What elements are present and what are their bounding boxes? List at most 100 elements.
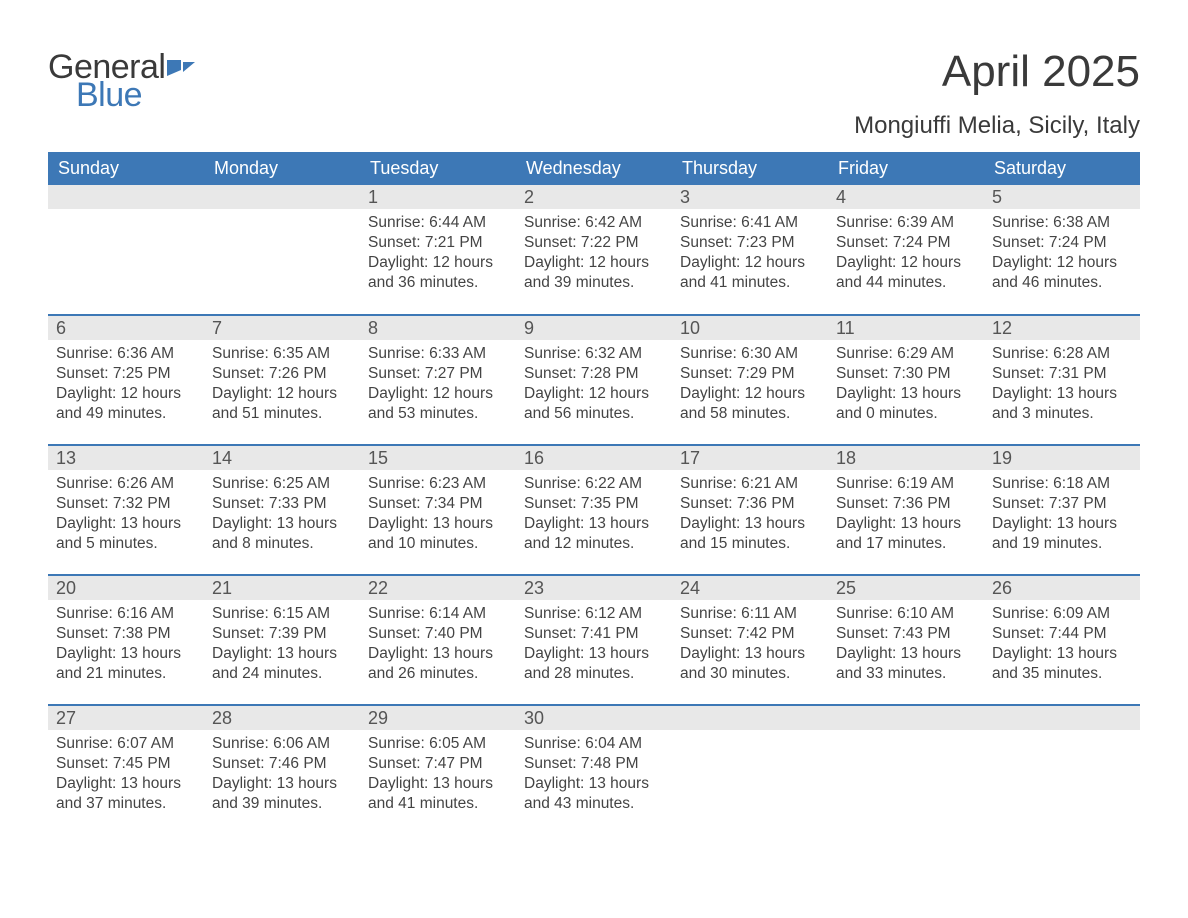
day-number-bar: 15 — [360, 446, 516, 470]
day-number-bar: 13 — [48, 446, 204, 470]
daylight-label: Daylight: — [836, 254, 901, 271]
sunrise-value: 6:39 AM — [897, 214, 954, 231]
calendar-day-cell: 4Sunrise: 6:39 AMSunset: 7:24 PMDaylight… — [828, 185, 984, 315]
sunrise-label: Sunrise: — [368, 345, 429, 362]
sunrise-value: 6:33 AM — [429, 345, 486, 362]
weekday-header: Saturday — [984, 152, 1140, 185]
sunrise-label: Sunrise: — [680, 345, 741, 362]
day-detail: Sunrise: 6:09 AMSunset: 7:44 PMDaylight:… — [984, 600, 1140, 685]
sunrise-line: Sunrise: 6:29 AM — [836, 344, 976, 364]
day-number-bar: 19 — [984, 446, 1140, 470]
sunset-line: Sunset: 7:41 PM — [524, 624, 664, 644]
day-number-bar: 7 — [204, 316, 360, 340]
sunset-label: Sunset: — [680, 234, 737, 251]
sunset-value: 7:25 PM — [113, 365, 171, 382]
sunrise-value: 6:16 AM — [117, 605, 174, 622]
calendar-day-cell: 14Sunrise: 6:25 AMSunset: 7:33 PMDayligh… — [204, 445, 360, 575]
daylight-label: Daylight: — [524, 645, 589, 662]
sunset-line: Sunset: 7:46 PM — [212, 754, 352, 774]
sunset-label: Sunset: — [524, 495, 581, 512]
sunset-value: 7:40 PM — [425, 625, 483, 642]
day-number-bar: 1 — [360, 185, 516, 209]
sunset-label: Sunset: — [836, 625, 893, 642]
daylight-line: Daylight: 13 hours and 30 minutes. — [680, 644, 820, 684]
weekday-header: Friday — [828, 152, 984, 185]
sunset-line: Sunset: 7:27 PM — [368, 364, 508, 384]
sunrise-value: 6:10 AM — [897, 605, 954, 622]
sunrise-value: 6:36 AM — [117, 345, 174, 362]
sunset-line: Sunset: 7:38 PM — [56, 624, 196, 644]
daylight-label: Daylight: — [524, 254, 589, 271]
calendar-day-cell: 20Sunrise: 6:16 AMSunset: 7:38 PMDayligh… — [48, 575, 204, 705]
calendar-day-cell: 7Sunrise: 6:35 AMSunset: 7:26 PMDaylight… — [204, 315, 360, 445]
day-number-bar — [48, 185, 204, 209]
day-number-bar: 10 — [672, 316, 828, 340]
sunset-label: Sunset: — [368, 755, 425, 772]
daylight-line: Daylight: 13 hours and 5 minutes. — [56, 514, 196, 554]
daylight-label: Daylight: — [368, 645, 433, 662]
sunset-value: 7:36 PM — [893, 495, 951, 512]
day-detail: Sunrise: 6:15 AMSunset: 7:39 PMDaylight:… — [204, 600, 360, 685]
page: General Blue April 2025 Mongiuffi Melia,… — [0, 0, 1188, 875]
sunrise-value: 6:23 AM — [429, 475, 486, 492]
sunset-label: Sunset: — [836, 495, 893, 512]
sunrise-line: Sunrise: 6:39 AM — [836, 213, 976, 233]
sunrise-label: Sunrise: — [524, 605, 585, 622]
calendar-week-row: 20Sunrise: 6:16 AMSunset: 7:38 PMDayligh… — [48, 575, 1140, 705]
day-number-bar: 21 — [204, 576, 360, 600]
sunrise-value: 6:35 AM — [273, 345, 330, 362]
sunrise-value: 6:06 AM — [273, 735, 330, 752]
sunrise-value: 6:38 AM — [1053, 214, 1110, 231]
sunrise-label: Sunrise: — [524, 475, 585, 492]
daylight-label: Daylight: — [680, 254, 745, 271]
daylight-label: Daylight: — [992, 385, 1057, 402]
daylight-label: Daylight: — [680, 645, 745, 662]
daylight-label: Daylight: — [212, 515, 277, 532]
sunset-line: Sunset: 7:24 PM — [992, 233, 1132, 253]
sunrise-value: 6:12 AM — [585, 605, 642, 622]
calendar-day-cell: 9Sunrise: 6:32 AMSunset: 7:28 PMDaylight… — [516, 315, 672, 445]
sunrise-line: Sunrise: 6:36 AM — [56, 344, 196, 364]
sunset-value: 7:42 PM — [737, 625, 795, 642]
sunrise-line: Sunrise: 6:44 AM — [368, 213, 508, 233]
sunset-value: 7:30 PM — [893, 365, 951, 382]
day-detail: Sunrise: 6:05 AMSunset: 7:47 PMDaylight:… — [360, 730, 516, 815]
sunset-label: Sunset: — [836, 234, 893, 251]
daylight-label: Daylight: — [680, 385, 745, 402]
sunrise-line: Sunrise: 6:35 AM — [212, 344, 352, 364]
sunrise-label: Sunrise: — [836, 605, 897, 622]
day-detail: Sunrise: 6:12 AMSunset: 7:41 PMDaylight:… — [516, 600, 672, 685]
sunset-value: 7:46 PM — [269, 755, 327, 772]
calendar-day-cell: 2Sunrise: 6:42 AMSunset: 7:22 PMDaylight… — [516, 185, 672, 315]
calendar-week-row: 13Sunrise: 6:26 AMSunset: 7:32 PMDayligh… — [48, 445, 1140, 575]
day-number-bar: 25 — [828, 576, 984, 600]
daylight-line: Daylight: 12 hours and 56 minutes. — [524, 384, 664, 424]
sunrise-line: Sunrise: 6:18 AM — [992, 474, 1132, 494]
day-number-bar: 16 — [516, 446, 672, 470]
daylight-label: Daylight: — [836, 515, 901, 532]
sunrise-line: Sunrise: 6:23 AM — [368, 474, 508, 494]
calendar-day-cell: 5Sunrise: 6:38 AMSunset: 7:24 PMDaylight… — [984, 185, 1140, 315]
sunrise-line: Sunrise: 6:12 AM — [524, 604, 664, 624]
calendar-day-cell: 25Sunrise: 6:10 AMSunset: 7:43 PMDayligh… — [828, 575, 984, 705]
sunset-value: 7:35 PM — [581, 495, 639, 512]
sunrise-value: 6:09 AM — [1053, 605, 1110, 622]
day-number-bar: 28 — [204, 706, 360, 730]
day-number-bar: 3 — [672, 185, 828, 209]
daylight-label: Daylight: — [56, 385, 121, 402]
sunrise-value: 6:15 AM — [273, 605, 330, 622]
sunset-label: Sunset: — [680, 365, 737, 382]
daylight-line: Daylight: 13 hours and 17 minutes. — [836, 514, 976, 554]
daylight-label: Daylight: — [212, 385, 277, 402]
sunset-line: Sunset: 7:42 PM — [680, 624, 820, 644]
sunrise-label: Sunrise: — [212, 605, 273, 622]
sunset-value: 7:31 PM — [1049, 365, 1107, 382]
daylight-line: Daylight: 12 hours and 51 minutes. — [212, 384, 352, 424]
daylight-line: Daylight: 12 hours and 58 minutes. — [680, 384, 820, 424]
sunset-line: Sunset: 7:25 PM — [56, 364, 196, 384]
calendar-day-cell: 19Sunrise: 6:18 AMSunset: 7:37 PMDayligh… — [984, 445, 1140, 575]
daylight-line: Daylight: 13 hours and 8 minutes. — [212, 514, 352, 554]
daylight-label: Daylight: — [992, 254, 1057, 271]
day-number-bar: 4 — [828, 185, 984, 209]
day-number-bar: 9 — [516, 316, 672, 340]
